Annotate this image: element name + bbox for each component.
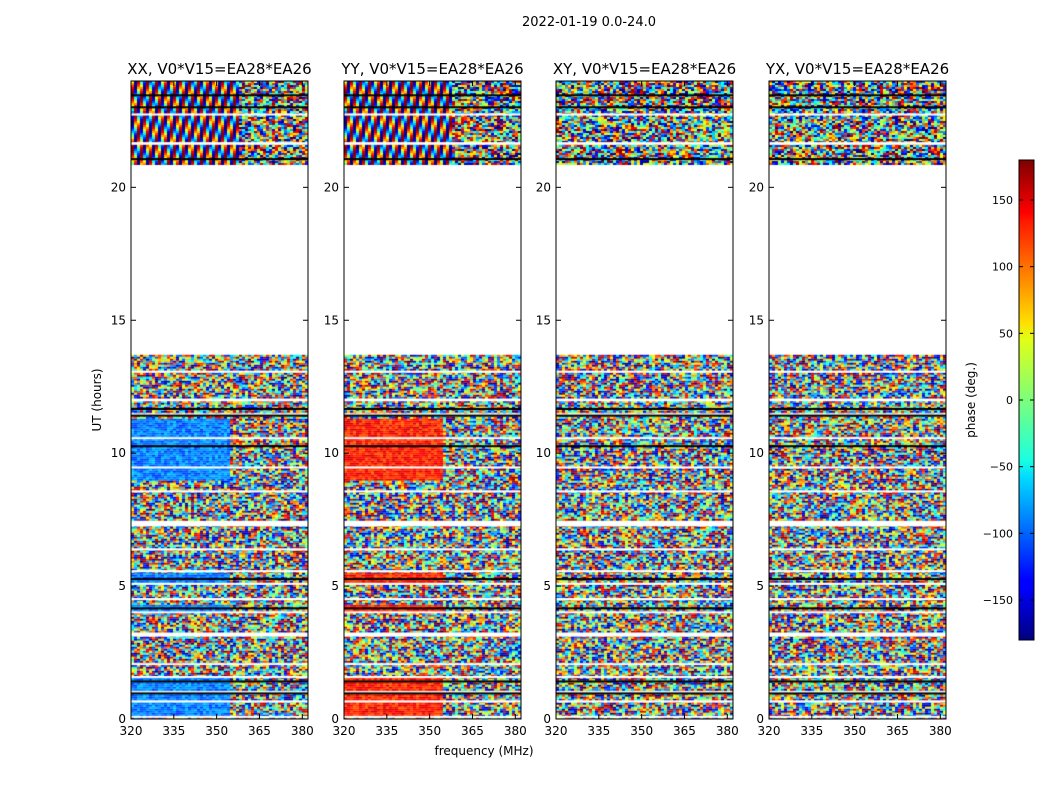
- y-tick-label: 20: [111, 180, 126, 194]
- panel-frame: [768, 80, 947, 720]
- x-tick-label: 350: [418, 724, 441, 738]
- panel-yy: YY, V0*V15=EA28*EA26 320 335 350 365 380 0 5 10 1…: [324, 60, 527, 738]
- y-tick-label: 5: [331, 579, 339, 593]
- colorbar: 150 100 50 0 −50 −100 −150 phase (deg.): [964, 159, 1035, 641]
- panel-frame: [555, 80, 734, 720]
- x-tick-label: 365: [248, 724, 271, 738]
- panel-title: YX, V0*V15=EA28*EA26: [765, 60, 949, 78]
- x-axis-label: frequency (MHz): [434, 744, 533, 758]
- y-tick-label: 15: [536, 313, 551, 327]
- y-tick-label: 10: [324, 446, 339, 460]
- colorbar-label: phase (deg.): [964, 362, 978, 438]
- x-tick-label: 320: [545, 724, 568, 738]
- phase-heatmap-image: [556, 81, 733, 719]
- x-tick-label: 320: [333, 724, 356, 738]
- x-tick-label: 380: [929, 724, 952, 738]
- panels-group: XX, V0*V15=EA28*EA26 320 335 350 365 380 0 5 10 1…: [111, 60, 952, 738]
- x-tick-label: 335: [162, 724, 185, 738]
- x-tick-label: 365: [673, 724, 696, 738]
- panel-xy: XY, V0*V15=EA28*EA26 320 335 350 365 380 0 5 10 1…: [536, 60, 739, 738]
- y-tick-label: 0: [118, 712, 126, 726]
- phase-heatmap-image: [344, 81, 521, 719]
- y-tick-label: 15: [749, 313, 764, 327]
- y-tick-label: 10: [749, 446, 764, 460]
- colorbar-tick-label: 150: [992, 194, 1013, 207]
- panel-title: XY, V0*V15=EA28*EA26: [553, 60, 736, 78]
- panel-xx: XX, V0*V15=EA28*EA26 320 335 350 365 380 0 5 10 1…: [111, 60, 314, 738]
- x-tick-label: 320: [120, 724, 143, 738]
- phase-heatmap-image: [769, 81, 946, 719]
- colorbar-tick-label: −100: [983, 527, 1013, 540]
- y-tick-label: 0: [543, 712, 551, 726]
- figure-suptitle: 2022-01-19 0.0-24.0: [522, 15, 656, 30]
- panel-frame: [130, 80, 309, 720]
- colorbar-tick-label: 100: [992, 261, 1013, 274]
- y-tick-label: 0: [331, 712, 339, 726]
- colorbar-tick-label: 0: [1006, 394, 1013, 407]
- y-tick-label: 5: [118, 579, 126, 593]
- x-tick-label: 335: [375, 724, 398, 738]
- x-tick-label: 365: [886, 724, 909, 738]
- x-tick-label: 335: [800, 724, 823, 738]
- x-tick-label: 350: [843, 724, 866, 738]
- x-tick-label: 365: [461, 724, 484, 738]
- y-tick-label: 10: [536, 446, 551, 460]
- x-tick-label: 380: [291, 724, 314, 738]
- colorbar-tick-label: −150: [983, 594, 1013, 607]
- y-tick-label: 20: [536, 180, 551, 194]
- x-tick-label: 380: [504, 724, 527, 738]
- x-tick-label: 320: [758, 724, 781, 738]
- panel-title: YY, V0*V15=EA28*EA26: [340, 60, 523, 78]
- x-tick-label: 380: [716, 724, 739, 738]
- y-tick-label: 0: [756, 712, 764, 726]
- y-axis-label: UT (hours): [90, 368, 104, 431]
- panel-frame: [343, 80, 522, 720]
- colorbar-tick-label: 50: [999, 327, 1013, 340]
- x-tick-label: 350: [205, 724, 228, 738]
- colorbar-ticks: 150 100 50 0 −50 −100 −150: [983, 194, 1034, 607]
- x-tick-label: 350: [630, 724, 653, 738]
- y-tick-label: 15: [324, 313, 339, 327]
- y-tick-label: 5: [543, 579, 551, 593]
- y-tick-label: 20: [324, 180, 339, 194]
- phase-heatmap-image: [131, 81, 308, 719]
- y-tick-label: 15: [111, 313, 126, 327]
- y-tick-label: 5: [756, 579, 764, 593]
- colorbar-tick-label: −50: [990, 461, 1013, 474]
- panel-title: XX, V0*V15=EA28*EA26: [127, 60, 311, 78]
- y-tick-label: 20: [749, 180, 764, 194]
- y-tick-label: 10: [111, 446, 126, 460]
- panel-yx: YX, V0*V15=EA28*EA26 320 335 350 365 380 0 5 10 1…: [749, 60, 952, 738]
- x-tick-label: 335: [587, 724, 610, 738]
